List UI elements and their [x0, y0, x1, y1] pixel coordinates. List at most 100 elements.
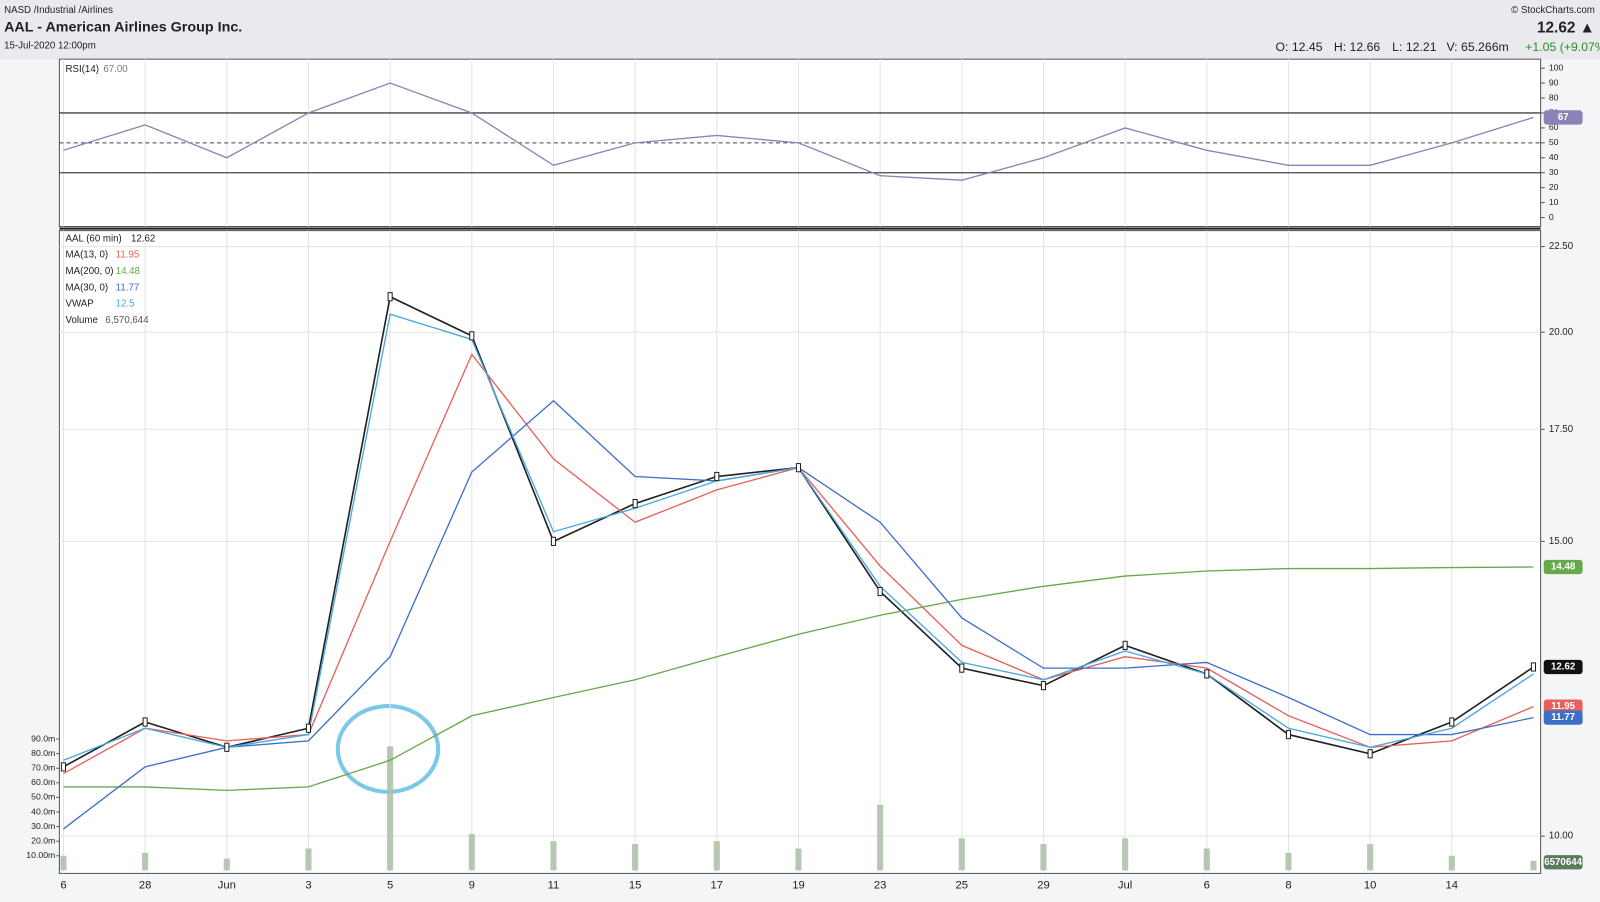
rsi-tick-label: 40: [1549, 152, 1559, 162]
value-box-label: 67: [1558, 112, 1569, 123]
header-bg: [0, 0, 1600, 60]
legend-value: 11.95: [116, 250, 140, 261]
y-tick-label: 17.50: [1549, 424, 1574, 435]
value-box-label: 12.62: [1551, 662, 1575, 673]
legend-value: 12.62: [131, 233, 155, 244]
x-tick-label: 15: [629, 880, 642, 892]
close-mark: [1367, 749, 1373, 759]
volume-bar: [1203, 848, 1210, 871]
value-box-label: 11.77: [1551, 712, 1575, 723]
open: O: 12.45: [1275, 40, 1322, 54]
volume-bar: [1122, 838, 1129, 871]
x-tick-label: 10: [1364, 880, 1377, 892]
volume-bar: [877, 804, 884, 871]
rsi-legend-value: 67.00: [103, 64, 128, 75]
low: L: 12.21: [1392, 40, 1437, 54]
rsi-tick-label: 20: [1549, 182, 1559, 192]
legend-value: 6,570,644: [105, 315, 149, 326]
legend-name: AAL (60 min): [66, 233, 122, 244]
volume-bar: [468, 833, 475, 871]
rsi-tick-label: 50: [1549, 137, 1559, 147]
x-tick-label: 6: [60, 880, 66, 892]
volume-tick-label: 30.0m: [31, 821, 55, 831]
value-box: [1543, 110, 1583, 125]
close-mark: [877, 586, 883, 597]
close-mark: [795, 463, 802, 473]
close-mark: [1040, 681, 1047, 691]
rsi-tick-label: 30: [1549, 167, 1559, 177]
volume-bar: [305, 848, 312, 871]
volume-tick-label: 80.0m: [31, 748, 55, 758]
close-mark: [387, 292, 393, 302]
volume-tick-label: 40.0m: [31, 806, 55, 816]
close-mark: [60, 762, 67, 772]
volume-total: V: 65.266m: [1446, 40, 1508, 54]
rsi-legend-name: RSI(14): [66, 64, 99, 75]
value-box: [1543, 710, 1583, 725]
value-box-label: 6570644: [1544, 857, 1582, 868]
volume-bar: [713, 841, 720, 871]
legend-name: VWAP: [66, 299, 94, 310]
rsi-line: [63, 82, 1534, 181]
volume-bar: [1285, 852, 1292, 871]
volume-bar: [1448, 855, 1455, 871]
close-mark: [714, 471, 720, 482]
x-tick-label: 28: [139, 880, 152, 892]
volume-bar: [142, 852, 149, 871]
x-tick-label: 25: [956, 880, 969, 892]
legend-value: 12.5: [116, 299, 135, 310]
legend-value: 14.48: [116, 266, 140, 277]
volume-tick-label: 20.0m: [31, 835, 55, 845]
y-tick-label: 22.50: [1549, 241, 1574, 252]
volume-bar: [550, 841, 557, 871]
close-mark: [959, 663, 965, 673]
close-mark: [1122, 640, 1128, 650]
date: 15-Jul-2020 12:00pm: [4, 40, 96, 51]
close-mark: [550, 536, 557, 546]
rsi-tick-label: 80: [1549, 92, 1559, 102]
legend-value: 11.77: [116, 282, 140, 293]
x-tick-label: 9: [469, 880, 475, 892]
volume-bar: [795, 848, 802, 871]
close-mark: [1449, 717, 1455, 727]
last-price: 12.62 ▲: [1537, 20, 1595, 37]
volume-tick-label: 90.0m: [31, 733, 55, 743]
x-tick-label: 11: [548, 880, 560, 892]
rsi-tick-label: 60: [1549, 122, 1559, 132]
value-box: [1543, 699, 1583, 714]
source: © StockCharts.com: [1511, 5, 1595, 16]
x-tick-label: 14: [1446, 880, 1459, 892]
volume-bar: [1530, 860, 1537, 871]
legend-name: MA(30, 0): [66, 282, 109, 293]
exchange: NASD /Industrial /Airlines: [4, 5, 113, 16]
volume-bar: [223, 858, 230, 871]
close-mark: [1530, 662, 1537, 672]
volume-tick-label: 50.0m: [31, 792, 55, 802]
volume-bar: [60, 855, 67, 871]
y-tick-label: 15.00: [1549, 536, 1574, 547]
close-mark: [1285, 729, 1292, 740]
y-tick-label: 10.00: [1549, 831, 1574, 842]
value-box: [1543, 559, 1583, 575]
x-tick-label: 8: [1285, 880, 1291, 892]
price-line: [63, 566, 1534, 792]
x-tick-label: 17: [711, 880, 724, 892]
value-box-label: 11.95: [1551, 701, 1575, 712]
x-tick-label: 29: [1037, 880, 1050, 892]
value-box-label: 14.48: [1551, 562, 1576, 573]
x-tick-label: Jul: [1118, 880, 1132, 892]
rsi-tick-label: 10: [1549, 197, 1559, 207]
value-box: [1543, 855, 1583, 870]
rsi-tick-label: 90: [1549, 77, 1559, 87]
value-box: [1543, 659, 1583, 675]
close-mark: [469, 331, 475, 341]
rsi-tick-label: 100: [1549, 62, 1564, 72]
volume-tick-label: 60.0m: [31, 777, 55, 787]
high: H: 12.66: [1334, 40, 1381, 54]
legend-name: Volume: [66, 315, 98, 326]
close-mark: [305, 723, 312, 733]
legend-name: MA(200, 0): [66, 266, 114, 277]
change: +1.05 (+9.07%): [1525, 40, 1600, 54]
